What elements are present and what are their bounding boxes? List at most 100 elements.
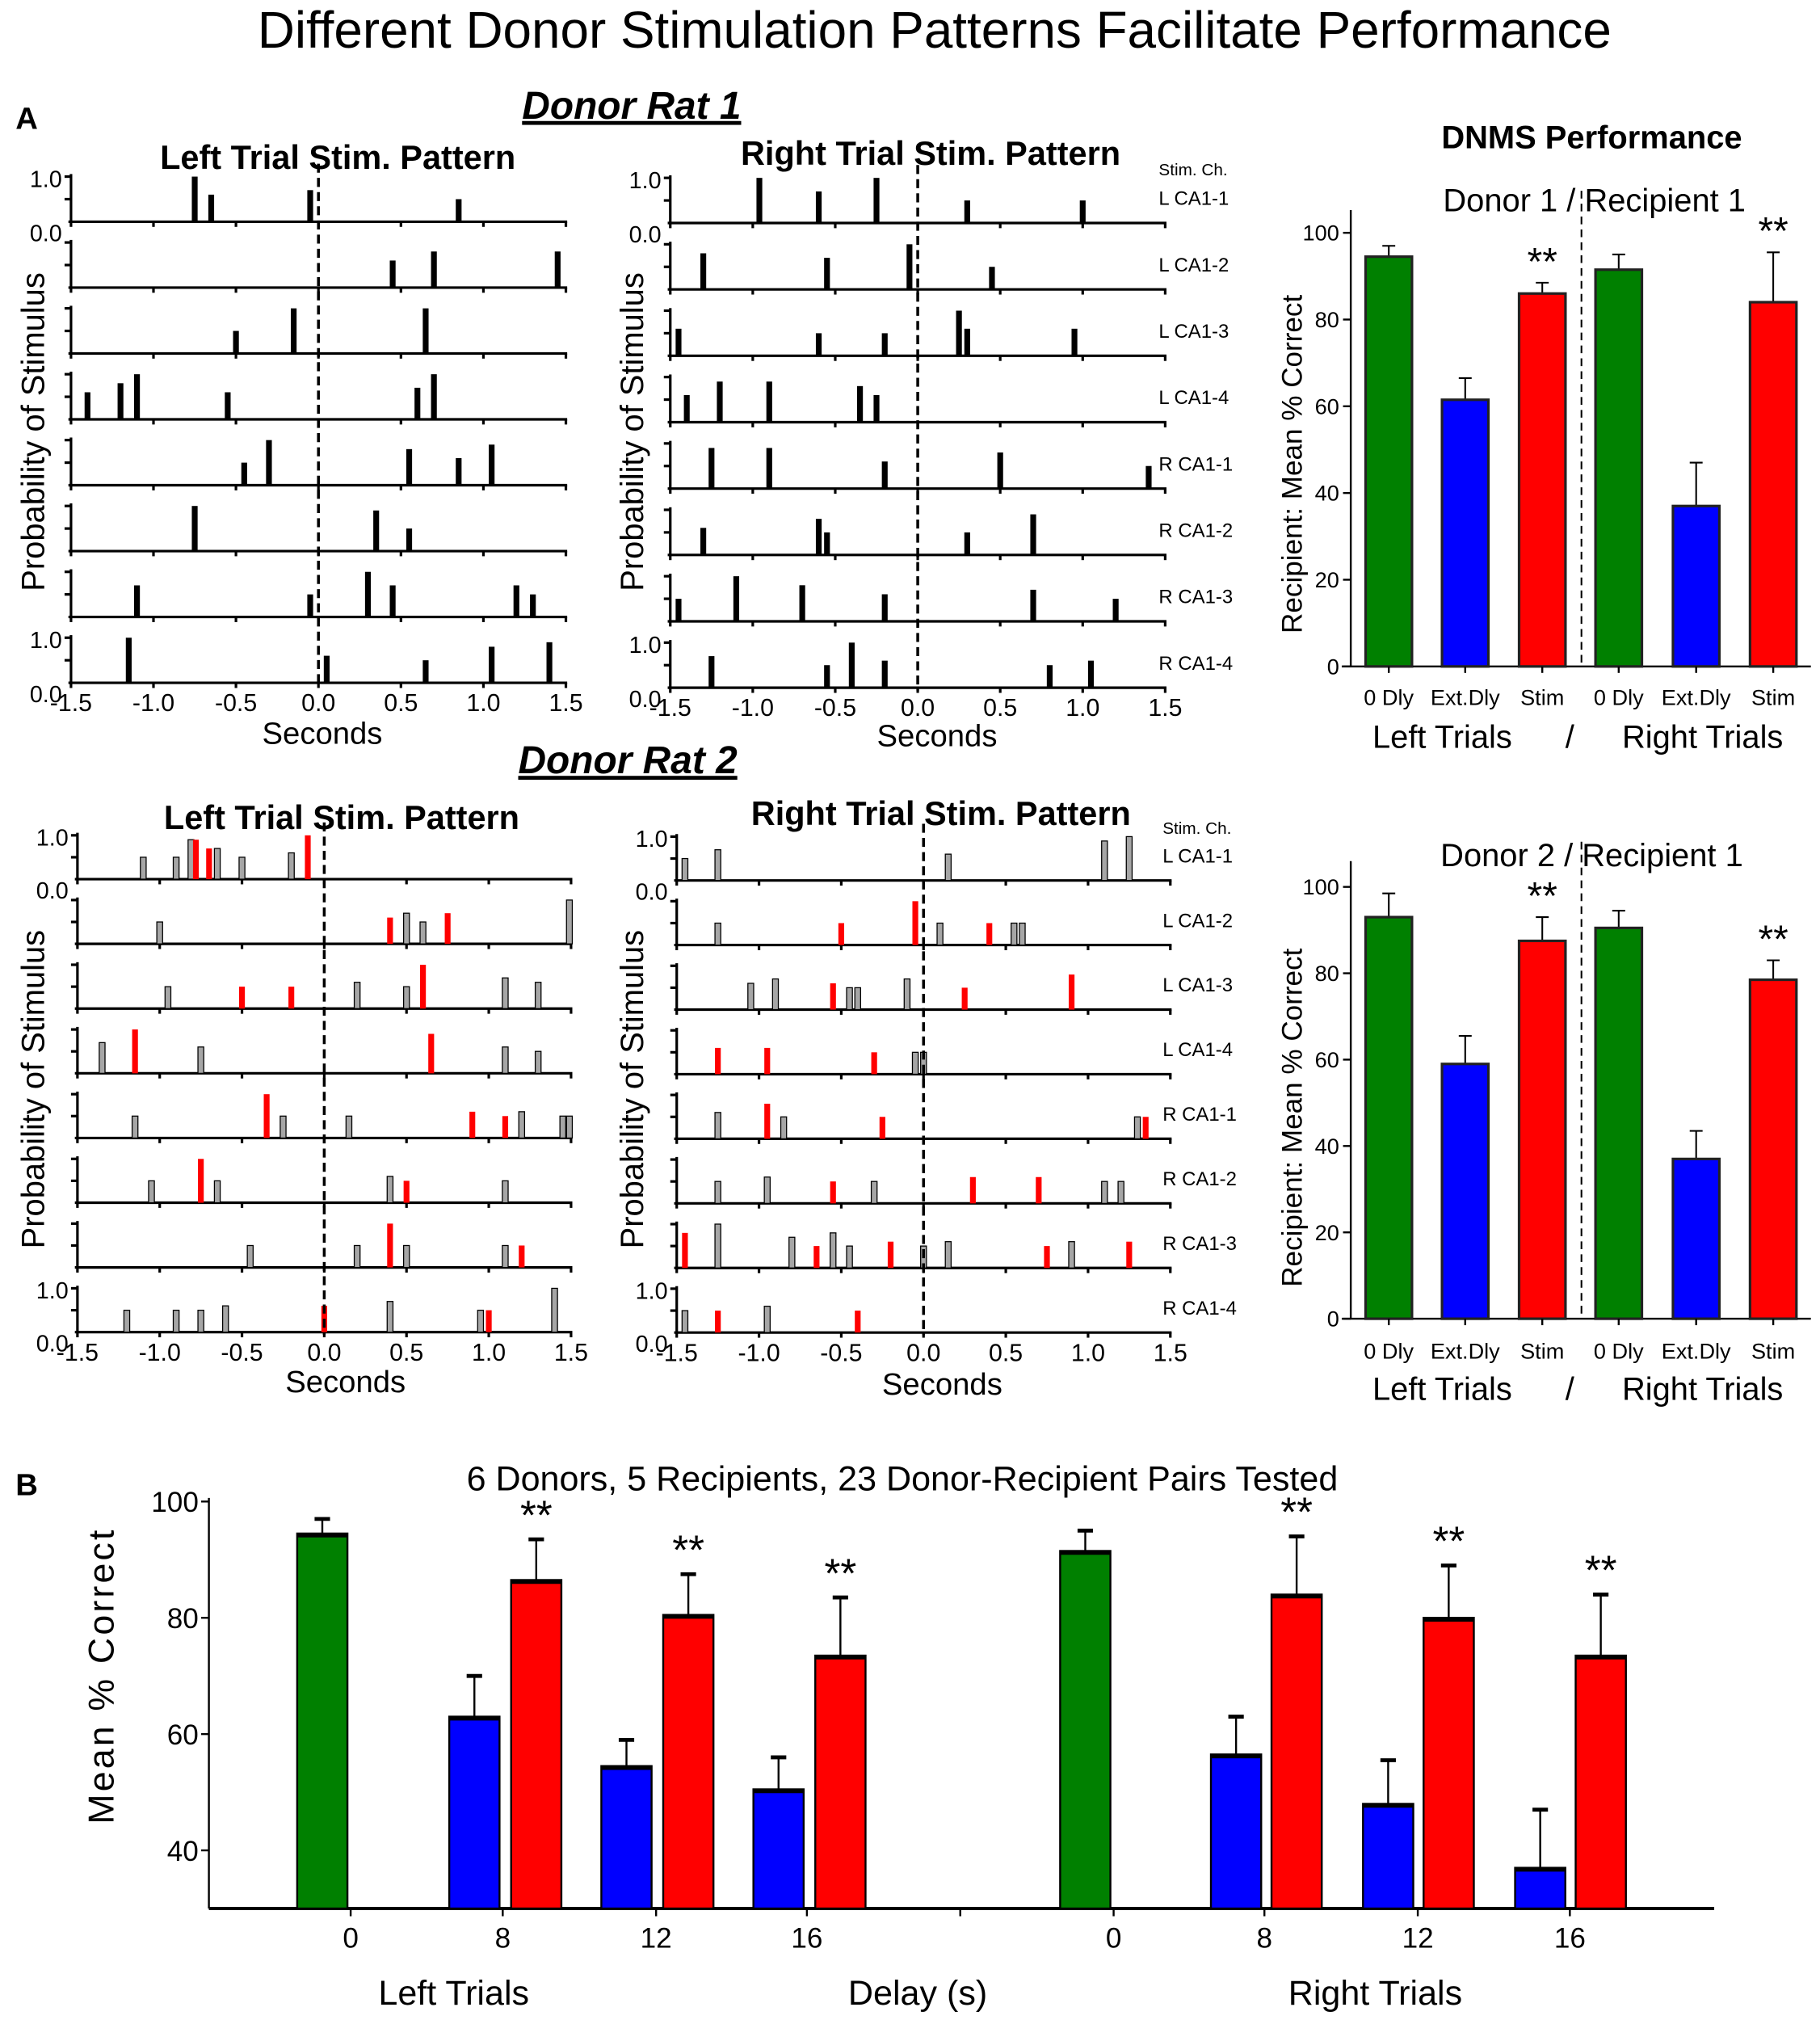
channel-label: L CA1-1 <box>1158 188 1229 210</box>
stimulus-bar <box>519 1245 525 1268</box>
x-tick-label: -1.5 <box>656 1340 698 1366</box>
stimulus-bar <box>1068 1241 1075 1269</box>
bar-control <box>1594 926 1644 1320</box>
stimulus-bar <box>191 506 198 552</box>
x-tick-label: -0.5 <box>215 690 257 717</box>
stimulus-bar <box>903 978 911 1011</box>
stimulus-bar <box>456 199 462 222</box>
channel-header: Stim. Ch. <box>1158 161 1227 179</box>
y-tick-label: 1.0 <box>30 166 62 192</box>
stimulus-bar <box>964 200 970 224</box>
stimulus-bar <box>871 1052 877 1075</box>
channel-row: R CA1-1 <box>663 440 1233 494</box>
stimulus-bar <box>420 965 427 1009</box>
channel-header: Stim. Ch. <box>1162 819 1231 838</box>
group-label: / <box>1566 1372 1575 1408</box>
bar-delay <box>600 1765 653 1910</box>
x-tick-label: -1.5 <box>57 1340 99 1366</box>
channel-label: L CA1-1 <box>1162 845 1233 867</box>
stimulus-bar <box>1133 1116 1141 1140</box>
y-axis-label: Mean % Correct <box>82 1527 122 1824</box>
stimulus-bar <box>172 1309 180 1333</box>
stimulus-bar <box>838 923 845 945</box>
stimulus-bar <box>747 983 754 1011</box>
y-tick-label: 100 <box>1303 221 1339 246</box>
raster-panel-d2L: Left Trial Stim. Pattern Probability of S… <box>15 798 588 1399</box>
stimulus-bar <box>373 510 380 552</box>
stimulus-bar <box>518 1111 526 1139</box>
bar-control <box>1364 915 1414 1320</box>
panel-a-label: A <box>15 102 38 137</box>
channel-row: 1.0 0.0 R CA1-4 <box>629 633 1233 713</box>
channel-label: R CA1-3 <box>1162 1233 1237 1255</box>
stimulus-bar <box>855 1311 861 1333</box>
stimulus-bar <box>881 333 888 356</box>
y-axis-label: Probability of Stimulus <box>615 930 650 1249</box>
y-tick-label: 0.0 <box>36 1332 69 1357</box>
stimulus-bar <box>815 519 822 555</box>
stimulus-bar <box>323 655 330 684</box>
stimulus-bar <box>99 1042 106 1074</box>
stimulus-bar <box>766 448 772 489</box>
y-axis-label: Probability of Stimulus <box>615 272 650 591</box>
stimulus-bar <box>280 1115 287 1139</box>
stimulus-bar <box>961 987 968 1010</box>
stimulus-bar <box>406 528 413 552</box>
stimulus-bar <box>881 594 888 621</box>
stimulus-bar <box>887 1241 894 1269</box>
stimulus-bar <box>788 1236 796 1269</box>
channel-row <box>70 1221 573 1273</box>
y-axis-label: Probability of Stimulus <box>15 272 51 591</box>
stimulus-bar <box>559 1115 566 1139</box>
category-label: Ext.Dly <box>1431 1339 1500 1364</box>
stimulus-bar <box>266 440 272 486</box>
category-label: 0 Dly <box>1594 685 1644 710</box>
channel-row: L CA1-3 <box>663 308 1229 361</box>
stimulus-bar <box>764 1047 771 1075</box>
channel-row: L CA1-4 <box>663 374 1229 427</box>
y-tick-label: 0.0 <box>636 880 668 906</box>
stimulus-bar <box>288 852 295 880</box>
channel-row: L CA1-2 <box>663 242 1229 295</box>
x-tick-label: 1.5 <box>1148 695 1182 722</box>
y-tick-label: 0.0 <box>629 687 662 713</box>
stimulus-bar <box>1117 1180 1124 1204</box>
stimulus-bar <box>164 986 172 1009</box>
stimulus-bar <box>353 1244 361 1269</box>
stimulus-bar <box>700 528 707 555</box>
stimulus-bar <box>233 330 239 354</box>
stimulus-bar <box>403 1180 410 1203</box>
significance-marker: ** <box>1433 1518 1465 1564</box>
group-label-right: Right Trials <box>1288 1974 1462 2013</box>
x-tick-label: -0.5 <box>221 1340 263 1366</box>
y-tick-label: 0.0 <box>36 878 69 904</box>
bar-stim <box>1270 1593 1323 1910</box>
stimulus-bar <box>123 1309 131 1333</box>
y-tick-label: 0 <box>1327 654 1339 679</box>
significance-marker: ** <box>520 1492 553 1538</box>
stimulus-bar <box>389 585 396 617</box>
stimulus-bar <box>714 849 721 882</box>
raster-title: Right Trial Stim. Pattern <box>741 134 1120 172</box>
stimulus-bar <box>715 1047 721 1075</box>
x-axis-label: Seconds <box>882 1367 1002 1402</box>
stimulus-bar <box>997 452 1003 489</box>
raster-title: Left Trial Stim. Pattern <box>160 138 515 176</box>
stimulus-bar <box>198 1159 204 1203</box>
stimulus-bar <box>986 923 993 945</box>
stimulus-bar <box>117 383 124 419</box>
channel-row: 1.0 0.0 <box>30 628 568 708</box>
stimulus-bar <box>307 190 313 222</box>
x-tick-label: 8 <box>1256 1923 1272 1955</box>
stimulus-bar <box>221 1305 229 1333</box>
channel-row: L CA1-4 <box>670 1028 1233 1079</box>
bar-control <box>1059 1550 1112 1910</box>
stimulus-bar <box>387 1223 393 1268</box>
x-tick-label: 0.5 <box>989 1340 1023 1366</box>
y-axis-label: Probability of Stimulus <box>15 930 51 1249</box>
bar-delay <box>1440 1063 1490 1320</box>
stimulus-bar <box>406 448 413 486</box>
bar-stim <box>1748 978 1798 1320</box>
channel-label: L CA1-2 <box>1158 255 1229 276</box>
stimulus-bar <box>824 258 830 290</box>
